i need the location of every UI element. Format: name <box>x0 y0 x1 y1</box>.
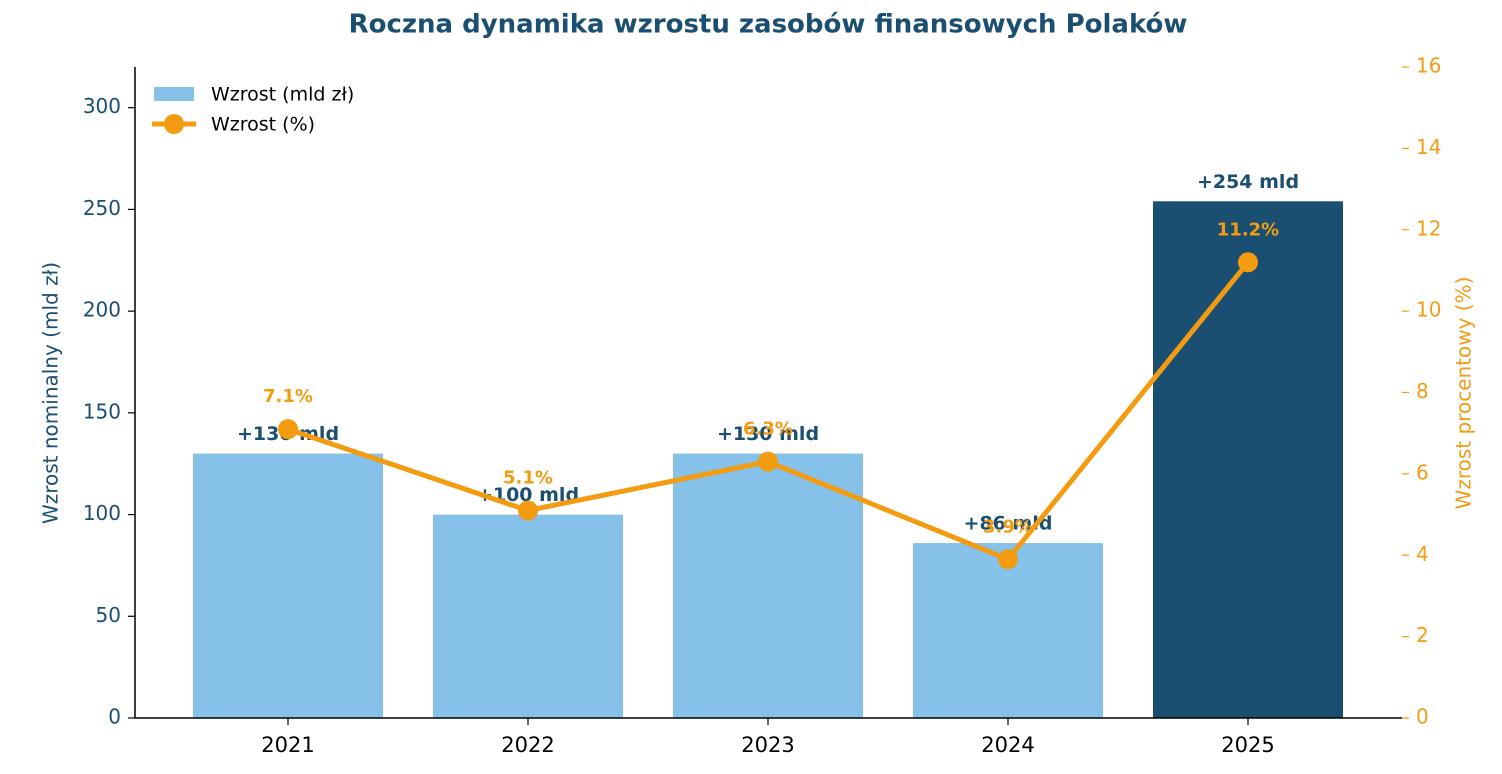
y-tick-label: 0 <box>108 705 121 729</box>
y2-axis-label: Wzrost procentowy (%) <box>1452 277 1476 510</box>
line-point <box>278 419 298 440</box>
y-tick-label: 100 <box>83 501 121 525</box>
y2-tick-label: 10 <box>1416 298 1441 322</box>
legend-marker <box>164 114 184 134</box>
x-tick-label: 2025 <box>1221 733 1274 757</box>
y2-tick-label: 0 <box>1416 705 1429 729</box>
bar <box>193 453 383 718</box>
line-value-label: 3.9% <box>983 516 1033 537</box>
y2-tick-label: 4 <box>1416 542 1429 566</box>
y2-tick-label: 14 <box>1416 135 1441 159</box>
bar-value-label: +130 mld <box>717 423 819 445</box>
y-tick-label: 50 <box>96 603 121 627</box>
y-tick-label: 250 <box>83 196 121 220</box>
x-tick-label: 2021 <box>261 733 314 757</box>
line-point <box>998 549 1018 570</box>
bar <box>1153 201 1343 719</box>
chart-title: Roczna dynamika wzrostu zasobów finansow… <box>349 10 1188 40</box>
bar <box>433 514 623 718</box>
y-tick-label: 150 <box>83 399 121 423</box>
y-axis-label: Wzrost nominalny (mld zł) <box>39 262 63 524</box>
line-value-label: 5.1% <box>503 467 553 488</box>
legend-swatch <box>154 87 194 101</box>
x-tick-label: 2024 <box>981 733 1034 757</box>
line-point <box>1238 252 1258 273</box>
legend-label: Wzrost (%) <box>211 114 315 136</box>
legend-label: Wzrost (mld zł) <box>211 84 354 106</box>
y-tick-label: 300 <box>83 94 121 118</box>
y2-tick-label: 2 <box>1416 623 1429 647</box>
line-value-label: 7.1% <box>263 386 313 407</box>
y2-tick-label: 16 <box>1416 54 1441 78</box>
line-point <box>758 451 778 472</box>
x-tick-label: 2022 <box>501 733 554 757</box>
line-value-label: 11.2% <box>1217 219 1279 240</box>
y2-tick-label: 6 <box>1416 460 1429 484</box>
y2-tick-label: 8 <box>1416 379 1429 403</box>
y-tick-label: 200 <box>83 298 121 322</box>
bar <box>913 543 1103 718</box>
x-tick-label: 2023 <box>741 733 794 757</box>
bar-value-label: +254 mld <box>1197 171 1299 193</box>
line-point <box>518 500 538 521</box>
line-value-label: 6.3% <box>743 419 793 440</box>
y2-tick-label: 12 <box>1416 216 1441 240</box>
bar <box>673 453 863 718</box>
